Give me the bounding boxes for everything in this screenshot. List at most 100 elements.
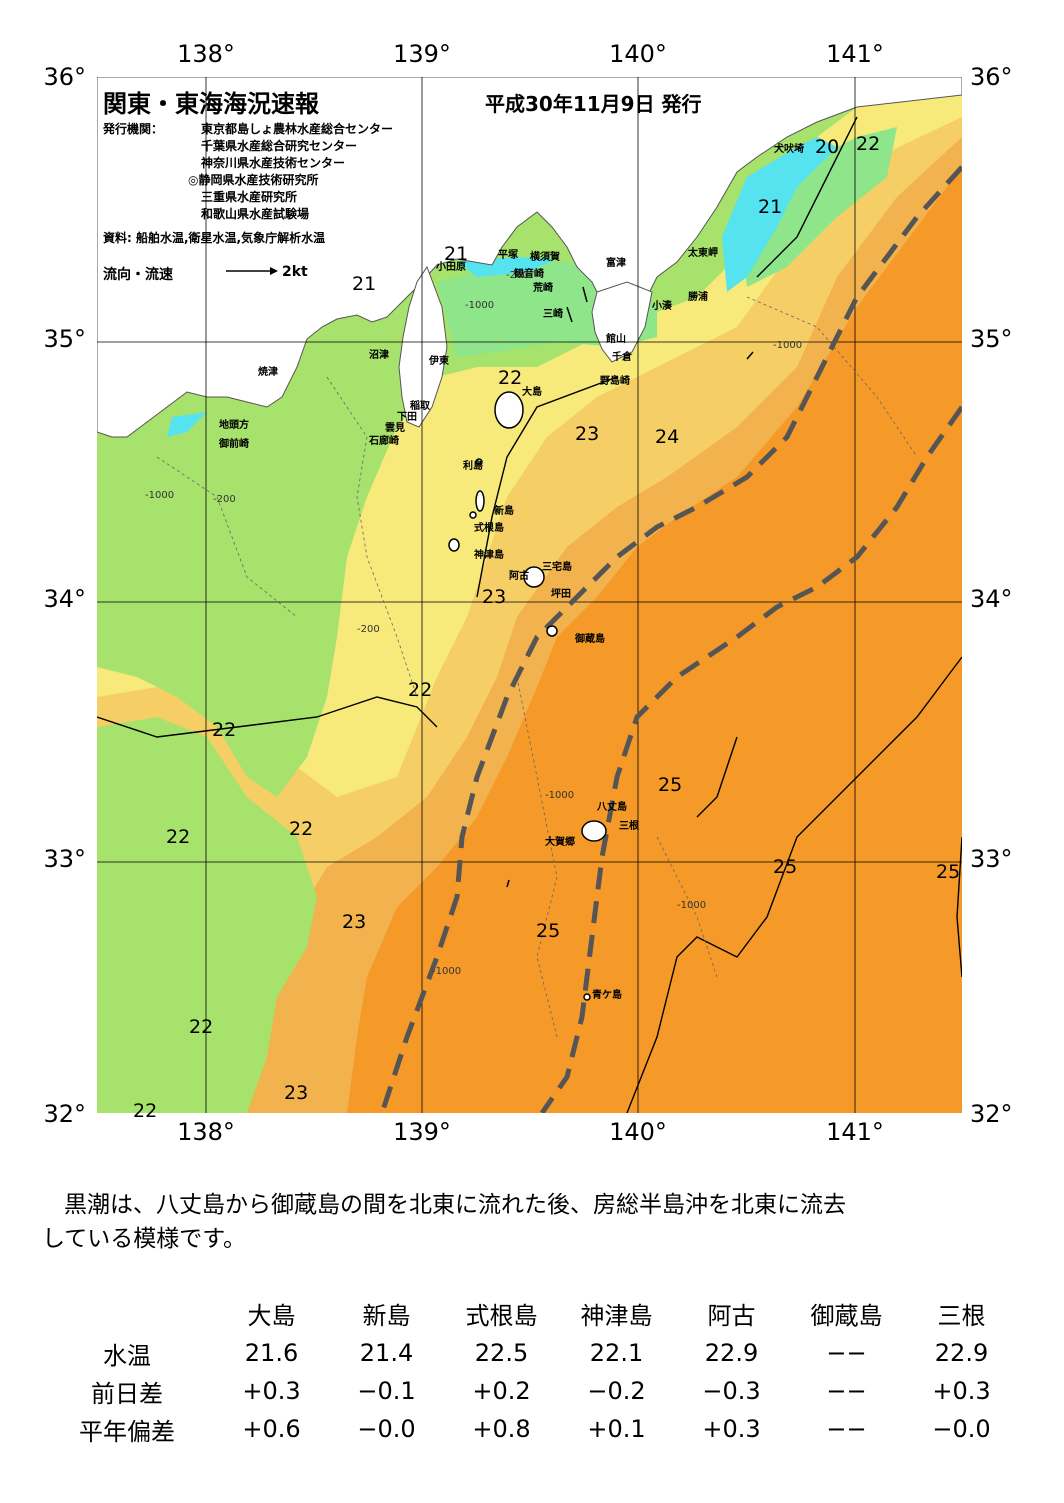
table-cell: 22.9: [704, 1339, 759, 1367]
isotherm-label: 20: [815, 136, 840, 158]
lat-tick-right-32: 32°: [970, 1100, 1013, 1128]
zone-below-20-c: [167, 412, 207, 437]
isotherm-label: 21: [758, 196, 783, 218]
place-label: 八丈島: [597, 802, 627, 813]
lon-tick-bottom-141: 141°: [826, 1118, 884, 1146]
table-cell: +0.1: [587, 1415, 646, 1443]
column-header: 式根島: [465, 1301, 538, 1330]
table-cell: 22.5: [474, 1339, 529, 1367]
map-title: 関東・東海海況速報: [103, 90, 319, 118]
island-shikinejima: [469, 511, 477, 519]
lat-tick-left-33: 33°: [43, 845, 86, 873]
column-header: 三根: [937, 1301, 986, 1330]
place-label: 小湊: [652, 301, 672, 312]
isotherm-label: 22: [212, 719, 237, 741]
depth-label: -200: [213, 494, 236, 505]
lon-tick-top-139: 139°: [393, 40, 451, 68]
issue-date: 平成30年11月9日 発行: [485, 92, 702, 116]
isotherm-label: 22: [408, 679, 433, 701]
place-label: 坪田: [551, 589, 571, 600]
place-label: 太東岬: [688, 248, 718, 259]
zone-21-22-sw: [97, 717, 317, 1113]
place-label: 野島崎: [600, 376, 630, 387]
table-cell: 22.9: [934, 1339, 989, 1367]
isotherms: [97, 116, 962, 1113]
place-label: 千倉: [612, 352, 632, 363]
isotherm-label: 23: [575, 423, 600, 445]
land-izu: [398, 265, 448, 428]
place-label: 伊東: [429, 356, 449, 367]
island-toshima: [475, 458, 483, 466]
column-header: 新島: [362, 1301, 411, 1330]
table-cell: 21.4: [359, 1339, 414, 1367]
table-corner: [40, 1292, 214, 1334]
place-label: 下田: [397, 412, 417, 423]
table-cell: −0.2: [587, 1377, 646, 1405]
lon-tick-top-141: 141°: [826, 40, 884, 68]
place-label: 三崎: [543, 309, 563, 320]
table-cell: +0.3: [702, 1415, 761, 1443]
island-miyakejima: [523, 566, 545, 588]
current-legend-label: 流向・流速: [103, 267, 173, 283]
row-label: 水温: [103, 1341, 151, 1370]
isotherm-label: 25: [536, 920, 561, 942]
place-label: 御前崎: [219, 439, 249, 450]
place-label: 神津島: [474, 550, 504, 561]
row-label: 平年偏差: [79, 1417, 175, 1446]
island-oshima: [494, 391, 524, 429]
depth-label: -1000: [545, 790, 575, 801]
place-label: 稲取: [410, 401, 430, 412]
data-source: 資料: 船舶水温,衛星水温,気象庁解析水温: [103, 231, 326, 245]
depth-label: -200: [357, 624, 380, 635]
table-cell: +0.3: [242, 1377, 301, 1405]
zone-21-22-west: [97, 377, 347, 547]
kuroshio-axis: [379, 165, 962, 1113]
place-label: 横須賀: [530, 252, 560, 263]
place-label: 三宅島: [542, 562, 572, 573]
table-cell: −−: [826, 1377, 867, 1405]
water-temperature-table: 大島 新島 式根島 神津島 阿古 御蔵島 三根 水温 21.6 21.4 22.…: [40, 1292, 1019, 1448]
lat-tick-left-36: 36°: [43, 63, 86, 91]
island-mikurajima: [546, 625, 558, 637]
lon-tick-bottom-138: 138°: [177, 1118, 235, 1146]
depth-label: -1000: [145, 490, 175, 501]
row-label: 前日差: [91, 1379, 163, 1408]
lat-tick-right-33: 33°: [970, 845, 1013, 873]
place-label: 館山: [606, 334, 626, 345]
isotherm-label: 25: [936, 861, 961, 883]
lat-tick-left-35: 35°: [43, 325, 86, 353]
table-cell: −0.0: [932, 1415, 991, 1443]
table-cell: −0.1: [357, 1377, 416, 1405]
lat-tick-right-35: 35°: [970, 325, 1013, 353]
zone-below-20: [722, 137, 837, 292]
summary-text: 黒潮は、八丈島から御蔵島の間を北東に流れた後、房総半島沖を北東に流去 している模…: [42, 1188, 1012, 1256]
lat-tick-right-34: 34°: [970, 585, 1013, 613]
place-label: 勝浦: [688, 292, 708, 303]
place-label: 新島: [494, 506, 514, 517]
place-label: 犬吠埼: [774, 144, 804, 155]
place-label: 阿古: [509, 571, 529, 582]
depth-label: -1000: [677, 900, 707, 911]
table-cell: 22.1: [589, 1339, 644, 1367]
place-label: 式根島: [474, 523, 504, 534]
issuer-label: 発行機関：: [103, 122, 164, 136]
table-cell: 21.6: [244, 1339, 299, 1367]
place-label: 三根: [619, 821, 639, 832]
place-label: 荒崎: [533, 283, 553, 294]
island-hachijojima: [581, 820, 607, 842]
lon-tick-bottom-140: 140°: [609, 1118, 667, 1146]
isotherm-label: 23: [342, 911, 367, 933]
issuer-item: 三重県水産研究所: [201, 190, 298, 204]
isotherm-label: 25: [658, 774, 683, 796]
place-label: 地頭方: [219, 420, 249, 431]
sea-temperature-map: [97, 77, 962, 1113]
place-label: 大賀郷: [545, 837, 575, 848]
island-niijima: [475, 490, 485, 512]
issuer-item: 東京都島しょ農林水産総合センター: [201, 122, 394, 136]
column-header: 大島: [247, 1301, 296, 1330]
table-cell: −0.0: [357, 1415, 416, 1443]
place-label: 富津: [606, 258, 626, 269]
lat-tick-left-32: 32°: [43, 1100, 86, 1128]
isotherm-label: 21: [352, 273, 377, 295]
isotherm-label: 22: [166, 826, 191, 848]
